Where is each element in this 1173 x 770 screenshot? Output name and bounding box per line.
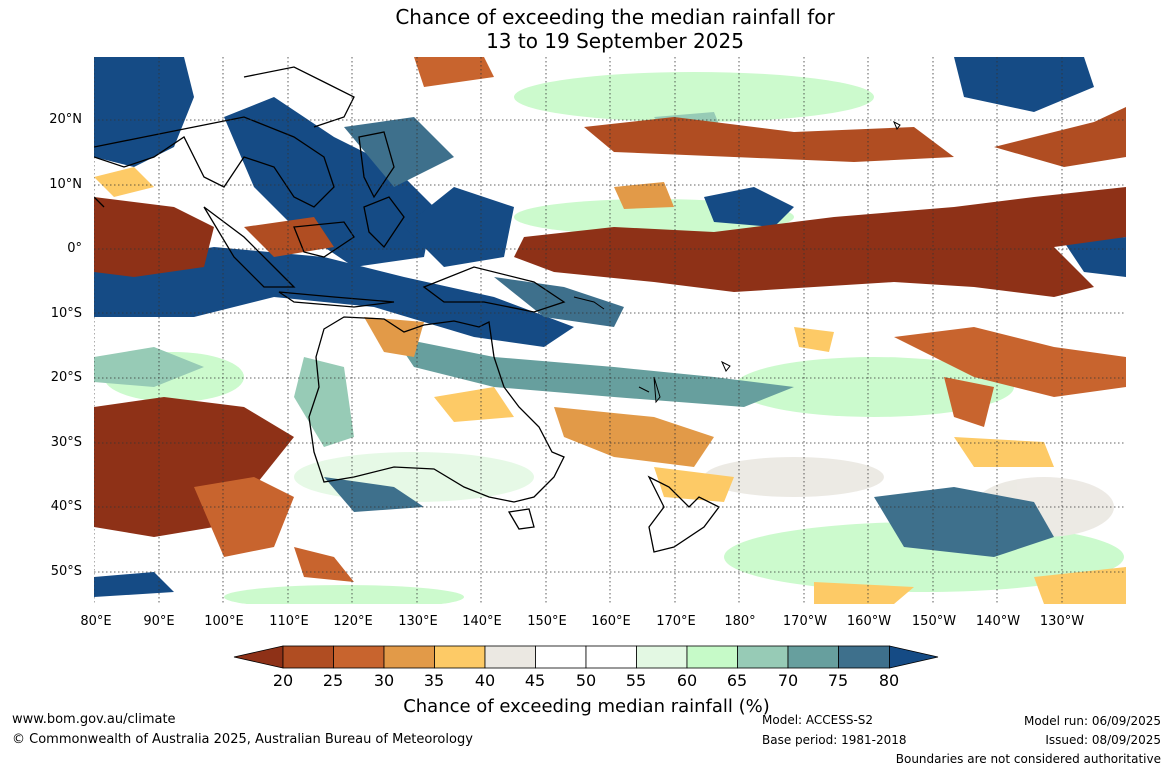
lon-label-110e: 110°E [269,614,309,629]
lon-label-100e: 100°E [204,614,244,629]
colorbar-segment [434,645,486,669]
colorbar-tick: 40 [474,671,496,690]
lon-label-170w: 170°W [782,614,828,629]
colorbar-segment [838,645,890,669]
lat-label-40s: 40°S [50,499,82,514]
base-period: Base period: 1981-2018 [762,733,907,747]
colorbar-segment [787,645,839,669]
lon-label-160e: 160°E [591,614,631,629]
lon-label-80e: 80°E [80,614,112,629]
lat-label-30s: 30°S [50,435,82,450]
colorbar-segment [636,645,688,669]
lat-label-10s: 10°S [50,306,82,321]
colorbar-segment [282,645,334,669]
lon-label-140e: 140°E [462,614,502,629]
lat-label-10n: 10°N [49,177,82,192]
boundaries-disclaimer: Boundaries are not considered authoritat… [895,752,1161,766]
colorbar-title: Chance of exceeding median rainfall (%) [403,696,770,717]
rainfall-probability-map [94,57,1126,604]
colorbar-tick: 30 [373,671,395,690]
lon-label-90e: 90°E [143,614,175,629]
lon-label-130e: 130°E [398,614,438,629]
copyright-text: © Commonwealth of Australia 2025, Austra… [12,732,473,747]
lat-label-50s: 50°S [50,564,82,579]
model-run-date: Model run: 06/09/2025 [1023,714,1161,728]
lat-label-0: 0° [67,241,82,256]
colorbar-tick: 35 [423,671,445,690]
colorbar-tick: 20 [272,671,294,690]
colorbar-segment [333,645,385,669]
colorbar-segment [484,645,536,669]
model-name: Model: ACCESS-S2 [762,713,874,727]
lon-label-120e: 120°E [333,614,373,629]
lon-label-140w: 140°W [975,614,1021,629]
map-title-line2: 13 to 19 September 2025 [486,29,744,53]
issued-date: Issued: 08/09/2025 [1045,733,1161,747]
colorbar-segment [737,645,789,669]
colorbar-tick: 80 [878,671,900,690]
lon-label-150w: 150°W [911,614,957,629]
lon-label-170e: 170°E [656,614,696,629]
graticule [94,57,1126,604]
colorbar-tick: 50 [575,671,597,690]
colorbar-tick: 55 [625,671,647,690]
map-dry-regions [94,57,1126,604]
colorbar-tick: 70 [777,671,799,690]
colorbar [233,645,939,669]
colorbar-segment [585,645,637,669]
colorbar-segment [535,645,587,669]
colorbar-tick: 65 [726,671,748,690]
lon-label-150e: 150°E [527,614,567,629]
small-islands [573,120,901,404]
colorbar-tick: 25 [322,671,344,690]
lon-label-130w: 130°W [1039,614,1085,629]
lon-label-160w: 160°W [846,614,892,629]
colorbar-tick: 60 [676,671,698,690]
colorbar-low-arrow [233,645,284,669]
map-title-line1: Chance of exceeding the median rainfall … [395,5,835,29]
colorbar-high-arrow [889,645,939,669]
colorbar-tick: 75 [827,671,849,690]
website-link[interactable]: www.bom.gov.au/climate [12,712,176,727]
lon-label-180: 180° [724,614,756,629]
colorbar-segment [686,645,738,669]
lat-label-20s: 20°S [50,370,82,385]
colorbar-segment [383,645,435,669]
lat-label-20n: 20°N [49,112,82,127]
colorbar-tick: 45 [524,671,546,690]
